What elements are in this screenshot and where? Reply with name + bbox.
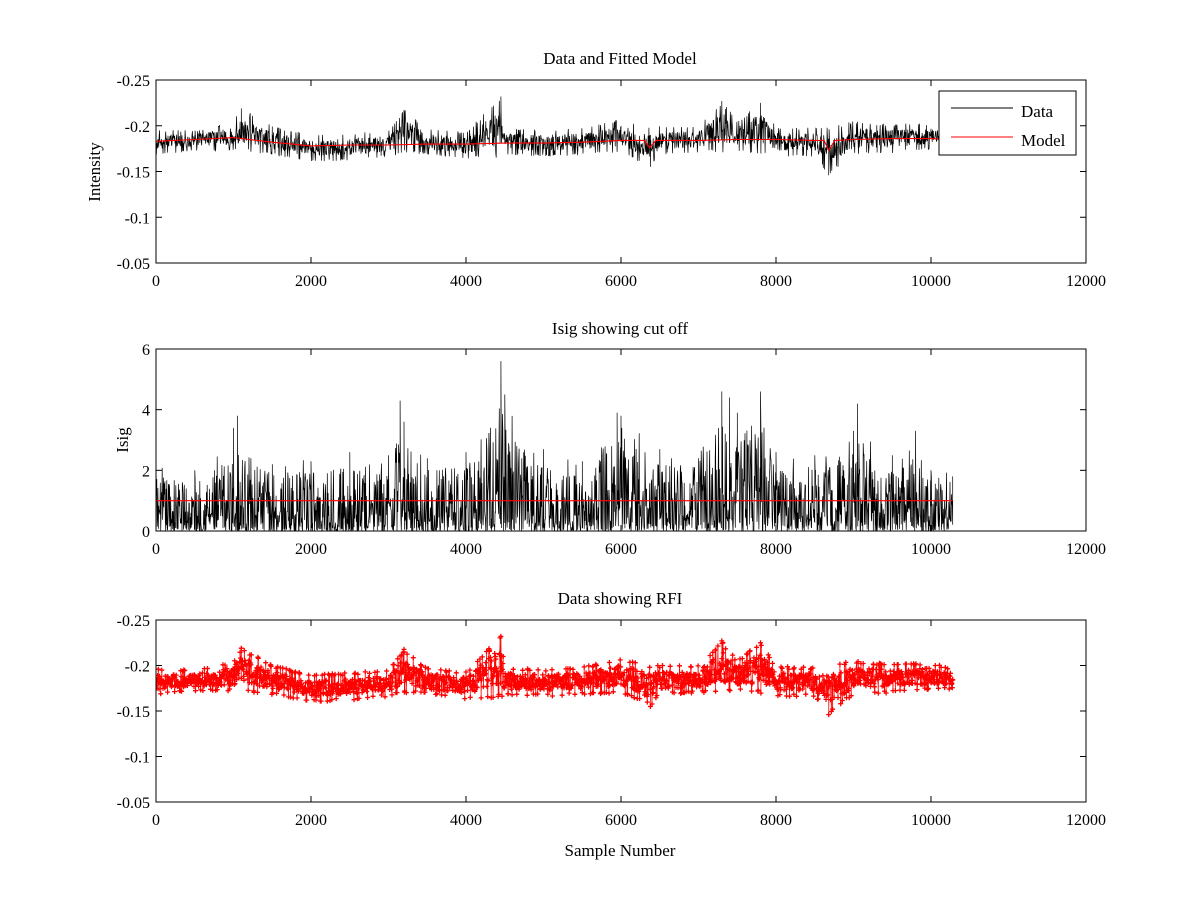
axis-ticks: 0 2000 4000 6000 8000 10000 12000 0 2 4 6 xyxy=(142,342,1106,558)
y-tick-label: 6 xyxy=(142,342,150,359)
panel-rfi: Data showing RFI Sample Number 0 2000 4000… xyxy=(117,589,1106,860)
x-tick-label: 6000 xyxy=(605,273,637,290)
x-tick-label: 8000 xyxy=(760,541,792,558)
y-tick-label: -0.25 xyxy=(117,73,150,90)
panel-data-and-model: Data and Fitted Model Intensity 0 2000 400… xyxy=(85,49,1106,290)
x-tick-label: 12000 xyxy=(1066,273,1106,290)
y-axis-label: Isig xyxy=(113,427,132,453)
y-tick-label: -0.15 xyxy=(117,704,150,721)
axes-frame xyxy=(155,348,1087,532)
x-tick-label: 4000 xyxy=(450,812,482,829)
x-tick-label: 6000 xyxy=(605,812,637,829)
model-line xyxy=(156,137,953,152)
panel-isig: Isig showing cut off Isig 0 2000 4000 6000 8… xyxy=(113,319,1106,558)
axis-ticks: 0 2000 4000 6000 8000 10000 12000 -0.25 -0.2 -0.1… xyxy=(117,73,1106,290)
chart-title: Isig showing cut off xyxy=(552,319,688,338)
x-tick-label: 12000 xyxy=(1066,812,1106,829)
x-tick-label: 0 xyxy=(152,273,160,290)
y-tick-label: -0.2 xyxy=(125,659,150,676)
y-tick-label: 2 xyxy=(142,463,150,480)
x-tick-label: 10000 xyxy=(911,273,951,290)
x-tick-label: 4000 xyxy=(450,273,482,290)
axes-frame xyxy=(155,619,1087,803)
x-tick-label: 8000 xyxy=(760,812,792,829)
y-tick-label: -0.05 xyxy=(117,256,150,273)
chart-title: Data showing RFI xyxy=(558,589,683,608)
x-tick-label: 12000 xyxy=(1066,541,1106,558)
plot-area xyxy=(156,96,954,176)
x-tick-label: 0 xyxy=(152,812,160,829)
x-tick-label: 2000 xyxy=(295,541,327,558)
x-tick-label: 10000 xyxy=(911,541,951,558)
y-tick-label: 4 xyxy=(142,403,150,420)
isig-trace xyxy=(156,361,954,531)
x-tick-label: 4000 xyxy=(450,541,482,558)
y-tick-label: -0.05 xyxy=(117,795,150,812)
x-tick-label: 8000 xyxy=(760,273,792,290)
legend-box xyxy=(938,90,1077,156)
chart-title: Data and Fitted Model xyxy=(543,49,697,68)
legend-label-model: Model xyxy=(1021,131,1066,150)
x-tick-label: 6000 xyxy=(605,541,637,558)
axes-frame xyxy=(155,79,1087,264)
x-tick-label: 2000 xyxy=(295,273,327,290)
x-tick-label: 2000 xyxy=(295,812,327,829)
legend-label-data: Data xyxy=(1021,102,1054,121)
y-tick-label: -0.1 xyxy=(125,210,150,227)
x-axis-label: Sample Number xyxy=(565,841,676,860)
y-axis-label: Intensity xyxy=(85,142,104,202)
legend: Data Model xyxy=(938,90,1077,156)
y-tick-label: -0.25 xyxy=(117,613,150,630)
rfi-trace xyxy=(156,636,954,715)
plot-area xyxy=(156,633,956,718)
plot-area xyxy=(156,361,954,531)
y-tick-label: -0.15 xyxy=(117,165,150,182)
y-tick-label: 0 xyxy=(142,524,150,541)
data-trace xyxy=(156,96,954,176)
x-tick-label: 10000 xyxy=(911,812,951,829)
x-tick-label: 0 xyxy=(152,541,160,558)
y-tick-label: -0.1 xyxy=(125,750,150,767)
y-tick-label: -0.2 xyxy=(125,119,150,136)
